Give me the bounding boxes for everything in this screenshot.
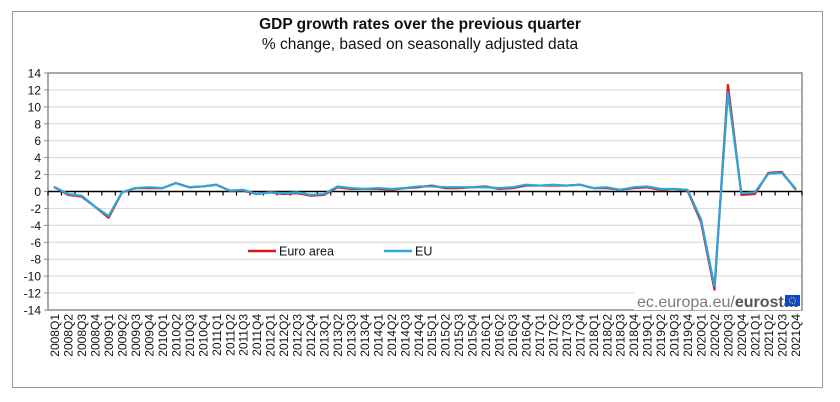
x-tick-label: 2016Q3 bbox=[506, 314, 520, 357]
x-tick-label: 2015Q2 bbox=[439, 314, 453, 357]
x-tick-label: 2015Q1 bbox=[425, 314, 439, 357]
x-tick-label: 2011Q4 bbox=[250, 314, 264, 356]
y-tick-label: 12 bbox=[28, 83, 42, 97]
x-tick-label: 2012Q2 bbox=[277, 314, 291, 357]
y-tick-label: -4 bbox=[30, 219, 41, 233]
x-tick-label: 2010Q2 bbox=[169, 314, 183, 357]
series-line-eu bbox=[53, 91, 797, 288]
x-tick-label: 2015Q4 bbox=[466, 314, 480, 357]
x-tick-label: 2020Q2 bbox=[708, 314, 722, 357]
x-tick-label: 2010Q1 bbox=[156, 314, 170, 357]
watermark-brand: eurostat bbox=[735, 294, 799, 311]
watermark-background bbox=[634, 292, 801, 310]
x-tick-label: 2014Q2 bbox=[385, 314, 399, 357]
y-tick-label: -12 bbox=[24, 287, 42, 301]
x-tick-label: 2018Q2 bbox=[600, 314, 614, 357]
x-tick-label: 2021Q4 bbox=[789, 314, 803, 357]
y-tick-label: -2 bbox=[30, 202, 41, 216]
x-tick-label: 2009Q4 bbox=[142, 314, 156, 357]
x-tick-label: 2012Q3 bbox=[291, 314, 305, 357]
x-tick-label: 2020Q1 bbox=[695, 314, 709, 357]
x-tick-label: 2017Q3 bbox=[560, 314, 574, 357]
y-tick-label: 4 bbox=[34, 151, 41, 165]
x-tick-label: 2014Q1 bbox=[371, 314, 385, 357]
legend: Euro area EU bbox=[248, 245, 432, 259]
x-tick-label: 2011Q2 bbox=[223, 314, 237, 356]
x-tick-label: 2020Q4 bbox=[735, 314, 749, 357]
y-tick-label: -8 bbox=[30, 253, 41, 267]
y-tick-label: 10 bbox=[28, 100, 42, 114]
x-tick-label: 2013Q2 bbox=[331, 314, 345, 357]
legend-label-eu: EU bbox=[415, 245, 432, 259]
x-tick-label: 2009Q3 bbox=[129, 314, 143, 357]
chart-frame bbox=[12, 11, 823, 388]
watermark-prefix: ec.europa.eu/ bbox=[637, 294, 735, 311]
x-tick-label: 2021Q3 bbox=[775, 314, 789, 357]
gridlines bbox=[48, 89, 802, 294]
series-lines bbox=[53, 83, 797, 291]
x-tick-label: 2008Q2 bbox=[62, 314, 76, 357]
x-tick-label: 2017Q4 bbox=[573, 314, 587, 357]
x-tick-label: 2013Q3 bbox=[344, 314, 358, 357]
x-tick-label: 2020Q3 bbox=[721, 314, 735, 357]
x-tick-label: 2013Q1 bbox=[318, 314, 332, 357]
x-tick-label: 2019Q2 bbox=[654, 314, 668, 357]
x-tick-label: 2014Q3 bbox=[398, 314, 412, 357]
y-tick-label: 14 bbox=[28, 67, 42, 81]
x-tick-label: 2016Q4 bbox=[519, 314, 533, 357]
x-tick-label: 2016Q1 bbox=[479, 314, 493, 357]
x-tick-label: 2013Q4 bbox=[358, 314, 372, 357]
x-tick-label: 2009Q1 bbox=[102, 314, 116, 357]
x-tick-label: 2019Q4 bbox=[681, 314, 695, 357]
x-tick-label: 2009Q2 bbox=[116, 314, 130, 357]
x-tick-label: 2008Q3 bbox=[75, 314, 89, 357]
y-tick-label: 8 bbox=[34, 117, 41, 131]
y-tick-label: -10 bbox=[24, 270, 42, 284]
y-tick-label: -14 bbox=[24, 304, 42, 318]
eurostat-watermark: ec.europa.eu/eurostat bbox=[634, 292, 801, 311]
x-tick-label: 2019Q3 bbox=[668, 314, 682, 357]
eu-flag-icon bbox=[785, 295, 800, 306]
y-axis: 14 12 10 8 6 4 2 0 -2 -4 -6 -8 -10 -12 -14 bbox=[24, 67, 48, 318]
x-tick-label: 2019Q1 bbox=[641, 314, 655, 357]
y-tick-label: -6 bbox=[30, 236, 41, 250]
y-tick-label: 2 bbox=[34, 168, 41, 182]
x-tick-label: 2018Q4 bbox=[627, 314, 641, 357]
x-tick-label: 2015Q3 bbox=[452, 314, 466, 357]
x-tick-label: 2012Q4 bbox=[304, 314, 318, 357]
x-tick-label: 2017Q2 bbox=[546, 314, 560, 357]
x-tick-label: 2017Q1 bbox=[533, 314, 547, 357]
x-tick-label: 2010Q3 bbox=[183, 314, 197, 357]
x-tick-label: 2021Q1 bbox=[748, 314, 762, 357]
y-tick-label: 0 bbox=[34, 185, 41, 199]
eu-flag-stars-icon bbox=[789, 297, 796, 304]
x-axis: 2008Q1 2008Q2 2008Q3 2008Q4 2009Q1 2009Q2 2009… bbox=[47, 190, 803, 357]
x-tick-label: 2008Q1 bbox=[48, 314, 62, 357]
watermark-text: ec.europa.eu/eurostat bbox=[637, 294, 799, 311]
x-tick-label: 2011Q3 bbox=[237, 314, 251, 356]
chart-subtitle: % change, based on seasonally adjusted d… bbox=[261, 36, 579, 53]
x-tick-label: 2008Q4 bbox=[89, 314, 103, 357]
y-tick-label: 6 bbox=[34, 134, 41, 148]
x-tick-label: 2011Q1 bbox=[210, 314, 224, 356]
x-tick-label: 2012Q1 bbox=[264, 314, 278, 357]
x-tick-label: 2018Q3 bbox=[614, 314, 628, 357]
x-tick-label: 2018Q1 bbox=[587, 314, 601, 357]
legend-label-euro-area: Euro area bbox=[279, 245, 334, 259]
chart-title: GDP growth rates over the previous quart… bbox=[259, 16, 581, 33]
x-tick-label: 2014Q4 bbox=[412, 314, 426, 357]
x-tick-label: 2016Q2 bbox=[493, 314, 507, 357]
x-tick-label: 2010Q4 bbox=[196, 314, 210, 357]
x-tick-label: 2021Q2 bbox=[762, 314, 776, 357]
